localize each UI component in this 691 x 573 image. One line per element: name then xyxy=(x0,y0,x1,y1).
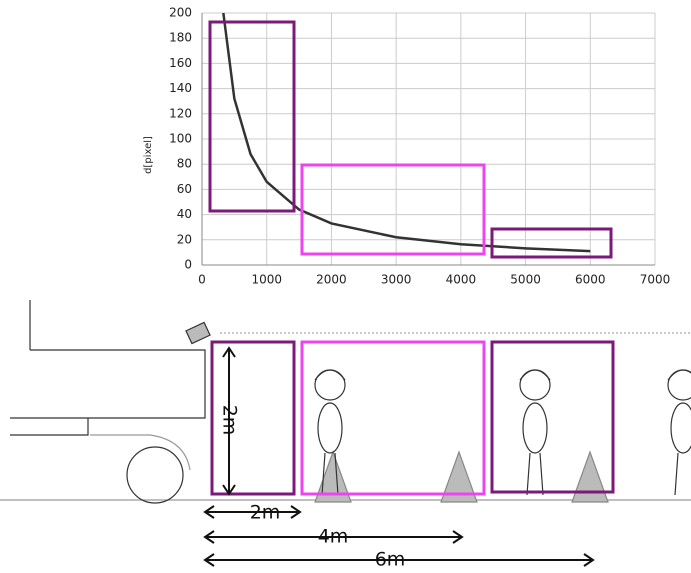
distance-label: 2m xyxy=(250,502,281,524)
y-tick-label: 20 xyxy=(177,232,192,246)
y-axis-label: d[pixel] xyxy=(143,136,154,174)
y-tick-label: 80 xyxy=(177,157,192,171)
y-tick-label: 120 xyxy=(169,106,192,120)
y-tick-label: 40 xyxy=(177,207,192,221)
data-line xyxy=(223,13,590,251)
x-tick-label: 2000 xyxy=(316,273,347,287)
truck xyxy=(10,300,205,435)
y-tick-label: 200 xyxy=(169,6,192,20)
x-tick-label: 3000 xyxy=(381,273,412,287)
y-tick-label: 100 xyxy=(169,132,192,146)
y-tick-label: 140 xyxy=(169,81,192,95)
mirror xyxy=(186,322,210,343)
far-box xyxy=(492,229,611,257)
wheel xyxy=(127,447,183,503)
x-tick-label: 0 xyxy=(198,273,206,287)
x-tick-label: 7000 xyxy=(640,273,671,287)
distance-label: 6m xyxy=(375,549,406,570)
x-tick-label: 6000 xyxy=(575,273,606,287)
near-box xyxy=(210,22,294,211)
x-tick-label: 5000 xyxy=(510,273,541,287)
page: 0204060801001201401601802000100020003000… xyxy=(0,0,691,569)
fender xyxy=(90,435,190,470)
zone-boxes xyxy=(212,342,613,494)
y-tick-label: 180 xyxy=(169,31,192,45)
people xyxy=(315,370,691,495)
x-tick-label: 4000 xyxy=(446,273,477,287)
y-tick-label: 160 xyxy=(169,56,192,70)
y-tick-label: 60 xyxy=(177,182,192,196)
distance-label: 4m xyxy=(318,526,349,548)
height-label: 2m xyxy=(219,405,241,436)
y-tick-label: 0 xyxy=(184,258,192,272)
mid-box xyxy=(302,165,484,254)
dimension-arrows xyxy=(205,348,593,566)
x-tick-label: 1000 xyxy=(251,273,282,287)
